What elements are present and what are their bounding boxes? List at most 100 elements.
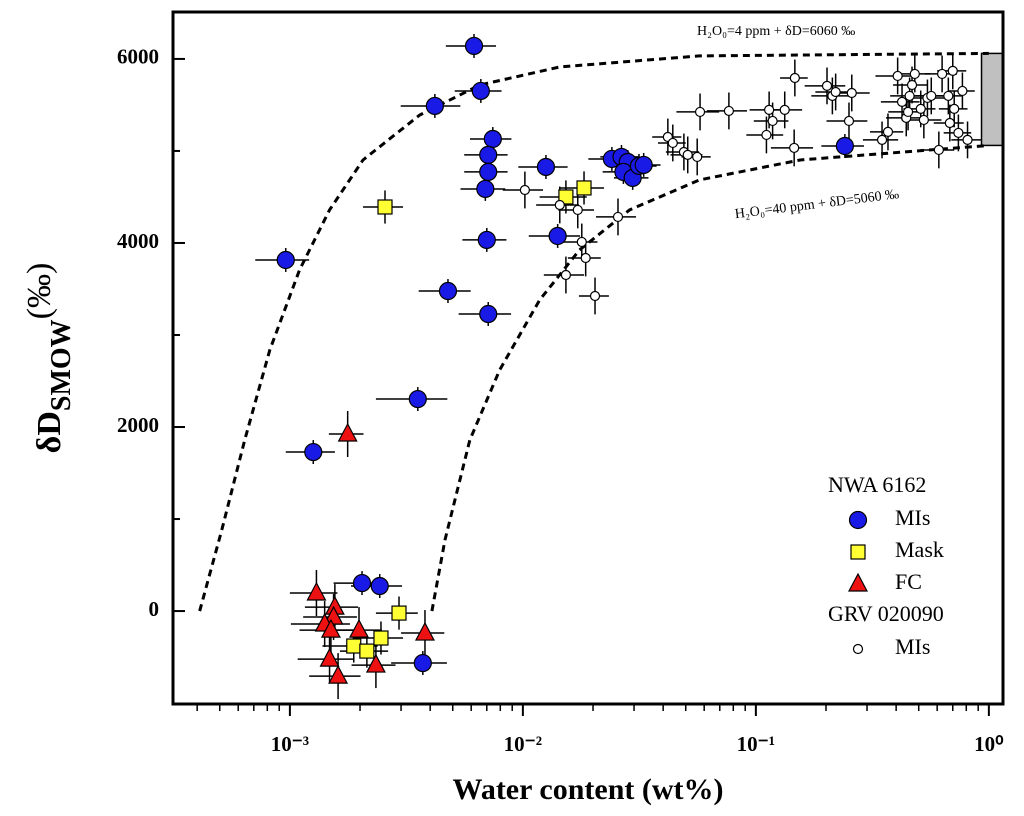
point (479, 145, 498, 165)
point (843, 115, 855, 127)
point (373, 630, 389, 646)
legend: NWA 6162 MIs Mask FC GRV 020090 MIs (828, 472, 944, 659)
point (667, 137, 678, 149)
point (580, 252, 591, 264)
y-tick-label: 2000 (117, 413, 159, 437)
plot-frame (171, 10, 1005, 706)
point (949, 103, 960, 114)
point (764, 104, 775, 116)
point (821, 80, 833, 91)
point (408, 389, 427, 409)
legend-marker (850, 544, 866, 560)
point (918, 114, 929, 126)
legend-label: MIs (895, 505, 930, 530)
point (477, 230, 496, 250)
point (349, 618, 370, 638)
point (554, 199, 565, 211)
point (413, 653, 432, 673)
point (328, 664, 349, 684)
point (479, 162, 498, 182)
y-tick-label: 4000 (117, 229, 159, 253)
point (464, 36, 484, 56)
point (377, 199, 393, 215)
point (944, 117, 955, 129)
point (933, 144, 944, 156)
point (694, 106, 706, 118)
point (767, 115, 778, 127)
point (320, 618, 341, 638)
range-band (980, 52, 1003, 147)
legend-marker (848, 510, 868, 530)
point (892, 70, 903, 82)
point (612, 211, 624, 223)
point (723, 105, 734, 117)
point (558, 189, 574, 205)
point (953, 127, 964, 139)
legend-label: MIs (895, 634, 930, 659)
point (425, 96, 444, 116)
legend-label: Mask (895, 537, 944, 562)
point (365, 653, 386, 673)
x-tick-label: 10⁻¹ (737, 732, 775, 756)
x-tick-label: 10⁻³ (271, 732, 309, 756)
legend-group-title: GRV 020090 (828, 601, 944, 626)
point (835, 136, 854, 156)
annotation: H₂O₀=4 ppm + δD=6060 ‰ (697, 24, 855, 39)
point (519, 184, 530, 196)
y-label-sub: SMOW (46, 319, 77, 411)
point (536, 157, 556, 177)
legend-label: FC (895, 569, 922, 594)
point (943, 90, 954, 102)
x-tick-label: 10⁻² (504, 732, 542, 756)
legend-marker (852, 643, 864, 655)
point (370, 576, 389, 596)
point (306, 581, 327, 601)
y-tick-label: 0 (149, 597, 160, 621)
axes: 0 2000 4000 6000 10⁻³ 10⁻² 10⁻¹ 10⁰ (117, 45, 1004, 756)
legend-marker (848, 572, 868, 592)
point (391, 605, 407, 621)
point (414, 621, 435, 641)
point (548, 226, 567, 246)
point (957, 85, 968, 97)
point (926, 90, 937, 102)
point (882, 126, 894, 138)
point (779, 104, 790, 116)
plot-area (198, 33, 1003, 700)
point (560, 269, 572, 281)
point (576, 236, 587, 248)
point (902, 106, 914, 118)
y-axis-label: δDSMOW(‰) (21, 263, 78, 454)
point (479, 304, 498, 324)
point (789, 72, 800, 84)
point (909, 68, 920, 80)
point (276, 250, 295, 270)
point (906, 79, 918, 91)
point (947, 65, 958, 76)
point (483, 129, 502, 149)
point (634, 155, 653, 175)
y-label-sup: (‰) (21, 263, 58, 320)
point (692, 151, 703, 163)
point (476, 179, 495, 199)
point (896, 96, 908, 108)
point (576, 180, 592, 196)
point (319, 647, 340, 667)
point (761, 129, 772, 141)
point (962, 134, 973, 146)
model-curve (198, 51, 989, 612)
annotation: H₂O₀=40 ppm + δD=5060 ‰ (734, 187, 900, 222)
point (904, 90, 915, 102)
point (438, 281, 458, 301)
point (471, 81, 490, 101)
point (346, 638, 362, 654)
legend-group-title: NWA 6162 (828, 472, 926, 497)
point (830, 86, 841, 98)
x-axis-label: Water content (wt%) (452, 773, 723, 806)
point (876, 134, 888, 146)
point (359, 643, 375, 659)
point (589, 290, 601, 302)
point (915, 103, 926, 114)
point (937, 68, 948, 80)
